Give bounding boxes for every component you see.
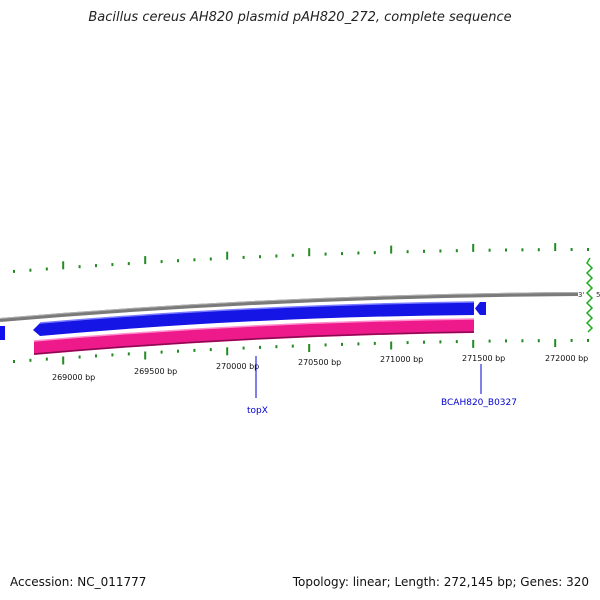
topology-value: linear [352, 575, 387, 589]
sequence-end-break [585, 257, 594, 333]
genes-label: Genes: [520, 575, 563, 589]
tick-label: 270000 bp [216, 362, 259, 371]
tick-label: 269500 bp [134, 367, 177, 376]
gene-arrow-left-fragment[interactable] [0, 326, 5, 340]
gene-label-topX[interactable]: topX [247, 406, 268, 416]
cds-track [33, 318, 475, 355]
accession-value: NC_011777 [77, 575, 147, 589]
gene-arrow-small[interactable] [475, 302, 486, 315]
length-label: Length: [394, 575, 440, 589]
five-prime-label: 5' [596, 291, 600, 299]
tick-label: 270500 bp [298, 358, 341, 367]
accession-info: Accession: NC_011777 [10, 575, 146, 589]
gene-arrow-main[interactable] [33, 302, 474, 336]
upper-tick-row [13, 243, 589, 273]
lower-tick-row [13, 339, 589, 365]
accession-label: Accession: [10, 575, 74, 589]
tick-label: 271500 bp [462, 354, 505, 363]
gene-track [0, 301, 486, 340]
gene-label-bcah820-b0327[interactable]: BCAH820_B0327 [441, 398, 517, 408]
tick-label: 269000 bp [52, 373, 95, 382]
map-title: Bacillus cereus AH820 plasmid pAH820_272… [88, 10, 512, 25]
genes-value: 320 [566, 575, 589, 589]
topology-label: Topology: [292, 575, 349, 589]
length-value: 272,145 bp [443, 575, 513, 589]
position-tick-labels: 269000 bp 269500 bp 270000 bp 270500 bp … [52, 354, 588, 382]
tick-label: 271000 bp [380, 355, 423, 364]
sequence-summary: Topology: linear; Length: 272,145 bp; Ge… [292, 575, 589, 589]
backbone-line [0, 292, 579, 322]
three-prime-label: 3' [578, 291, 584, 299]
tick-label: 272000 bp [545, 354, 588, 363]
